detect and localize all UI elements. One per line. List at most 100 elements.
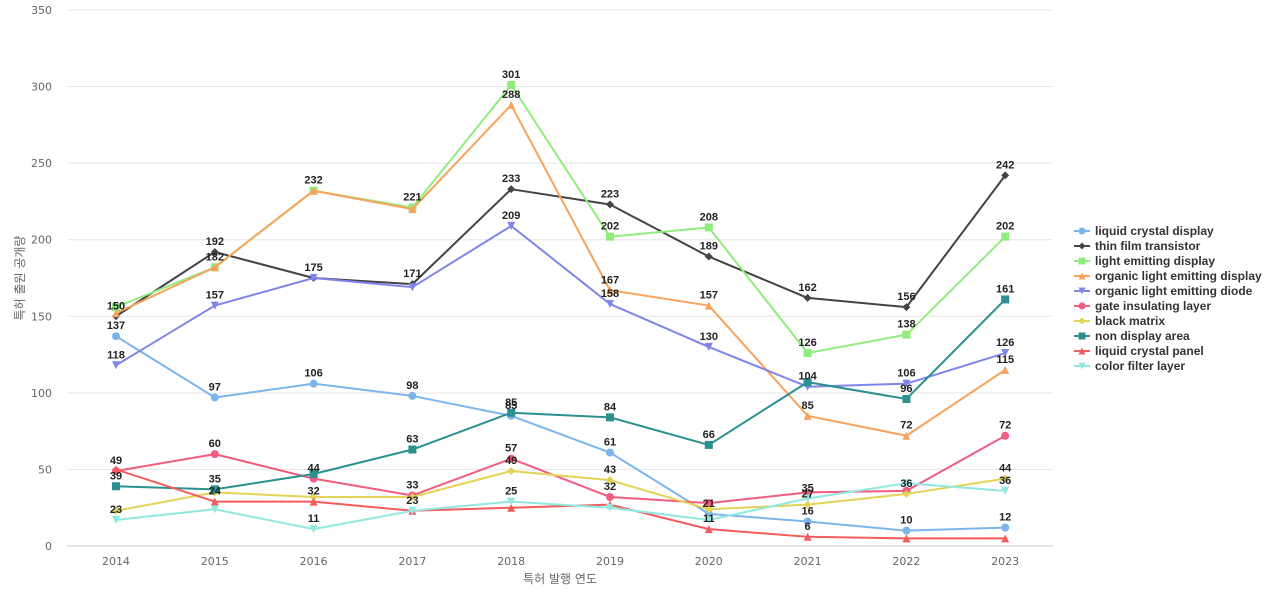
data-point[interactable] — [1001, 486, 1010, 495]
data-point[interactable] — [112, 303, 120, 312]
legend-marker[interactable] — [1078, 362, 1086, 370]
data-point[interactable] — [902, 379, 911, 388]
data-point[interactable] — [803, 411, 812, 420]
data-point[interactable] — [606, 476, 614, 485]
legend-item-gate-insulating-layer[interactable]: gate insulating layer — [1074, 299, 1211, 313]
data-point[interactable] — [704, 509, 713, 518]
legend-item-non-display-area[interactable]: non display area — [1074, 329, 1190, 343]
data-point[interactable] — [902, 479, 911, 488]
data-point[interactable] — [606, 200, 614, 209]
data-point[interactable] — [210, 497, 219, 506]
data-point[interactable] — [210, 485, 219, 494]
data-point[interactable] — [704, 505, 713, 514]
data-point[interactable] — [902, 303, 911, 312]
data-point[interactable] — [408, 445, 417, 454]
data-point[interactable] — [507, 503, 516, 512]
data-point[interactable] — [704, 515, 713, 524]
legend-marker[interactable] — [1078, 302, 1086, 310]
legend-marker[interactable] — [1078, 332, 1086, 340]
data-point[interactable] — [309, 379, 318, 388]
legend-item-liquid-crystal-panel[interactable]: liquid crystal panel — [1074, 344, 1204, 358]
data-point[interactable] — [1001, 295, 1010, 304]
data-point[interactable] — [704, 342, 713, 351]
data-point[interactable] — [1001, 474, 1010, 483]
data-point[interactable] — [309, 525, 318, 534]
data-point[interactable] — [803, 378, 812, 387]
data-point[interactable] — [1001, 431, 1010, 440]
data-point[interactable] — [606, 448, 614, 457]
data-point[interactable] — [606, 413, 614, 422]
data-point[interactable] — [902, 534, 911, 543]
data-point[interactable] — [606, 503, 614, 512]
data-point[interactable] — [1001, 232, 1010, 241]
data-point[interactable] — [803, 488, 812, 497]
data-point[interactable] — [309, 274, 318, 282]
data-point[interactable] — [112, 515, 120, 524]
data-point[interactable] — [210, 263, 219, 272]
legend-marker[interactable] — [1078, 317, 1086, 325]
legend-item-organic-light-emitting-display[interactable]: organic light emitting display — [1074, 269, 1262, 283]
data-point[interactable] — [704, 525, 713, 534]
data-point[interactable] — [408, 492, 417, 501]
data-point[interactable] — [606, 492, 614, 501]
data-point[interactable] — [1001, 171, 1010, 180]
data-point[interactable] — [704, 252, 713, 261]
legend-marker[interactable] — [1078, 347, 1086, 355]
data-point[interactable] — [408, 391, 417, 400]
data-point[interactable] — [1001, 349, 1010, 358]
legend-marker[interactable] — [1078, 242, 1086, 250]
data-point[interactable] — [112, 361, 120, 370]
data-point[interactable] — [112, 309, 120, 318]
legend-marker[interactable] — [1078, 227, 1086, 235]
data-point[interactable] — [704, 301, 713, 310]
data-point[interactable] — [309, 186, 318, 195]
data-point[interactable] — [507, 408, 516, 417]
data-point[interactable] — [803, 349, 812, 358]
data-point[interactable] — [112, 465, 120, 474]
data-point[interactable] — [803, 494, 812, 503]
data-point[interactable] — [803, 500, 812, 509]
data-point[interactable] — [309, 497, 318, 506]
legend-item-liquid-crystal-display[interactable]: liquid crystal display — [1074, 224, 1214, 238]
data-point[interactable] — [606, 286, 614, 295]
data-point[interactable] — [902, 526, 911, 535]
data-point[interactable] — [408, 506, 417, 515]
data-point[interactable] — [507, 100, 516, 109]
legend-marker[interactable] — [1078, 272, 1086, 280]
data-point[interactable] — [210, 393, 219, 402]
data-point[interactable] — [507, 221, 516, 230]
data-point[interactable] — [902, 330, 911, 339]
data-point[interactable] — [606, 232, 614, 241]
data-point[interactable] — [902, 431, 911, 440]
data-point[interactable] — [704, 223, 713, 232]
data-point[interactable] — [408, 283, 417, 292]
data-point[interactable] — [210, 301, 219, 310]
legend-marker[interactable] — [1078, 287, 1086, 295]
data-point[interactable] — [1001, 365, 1010, 374]
data-point[interactable] — [507, 185, 516, 194]
data-point[interactable] — [210, 505, 219, 514]
data-point[interactable] — [112, 506, 120, 515]
data-point[interactable] — [507, 466, 516, 475]
data-point[interactable] — [803, 532, 812, 541]
legend-item-thin-film-transistor[interactable]: thin film transistor — [1074, 239, 1201, 253]
data-point[interactable] — [507, 497, 516, 506]
data-point[interactable] — [704, 440, 713, 449]
data-point[interactable] — [309, 492, 318, 501]
data-point[interactable] — [112, 332, 120, 341]
data-point[interactable] — [507, 454, 516, 463]
data-point[interactable] — [902, 489, 911, 498]
legend-item-organic-light-emitting-diode[interactable]: organic light emitting diode — [1074, 284, 1253, 298]
data-point[interactable] — [803, 293, 812, 302]
data-point[interactable] — [112, 482, 120, 491]
legend-item-black-matrix[interactable]: black matrix — [1074, 314, 1165, 328]
data-point[interactable] — [210, 450, 219, 459]
data-point[interactable] — [210, 247, 219, 256]
data-point[interactable] — [902, 394, 911, 403]
legend-marker[interactable] — [1078, 257, 1086, 265]
data-point[interactable] — [803, 517, 812, 526]
data-point[interactable] — [1001, 534, 1010, 543]
data-point[interactable] — [309, 470, 318, 479]
data-point[interactable] — [408, 205, 417, 214]
